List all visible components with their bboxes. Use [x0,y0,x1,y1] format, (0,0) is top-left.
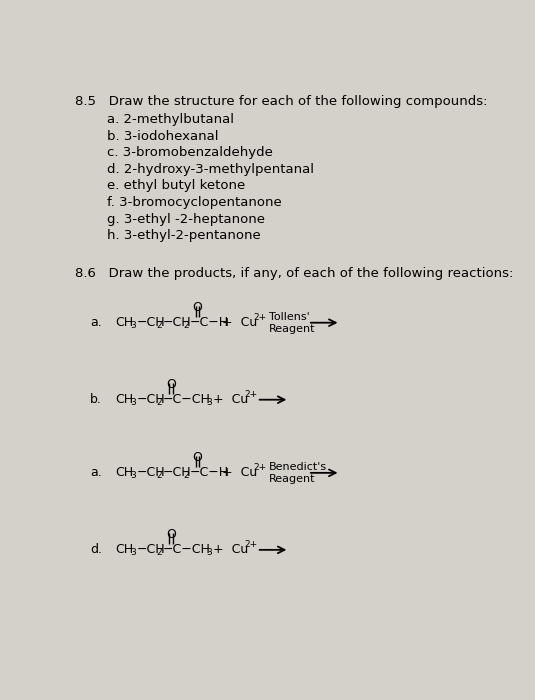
Text: −CH: −CH [136,393,165,406]
Text: −CH: −CH [163,316,192,329]
Text: O: O [192,301,202,314]
Text: −C−CH: −C−CH [163,543,211,556]
Text: 8.5   Draw the structure for each of the following compounds:: 8.5 Draw the structure for each of the f… [74,94,487,108]
Text: b. 3-iodohexanal: b. 3-iodohexanal [107,130,219,143]
Text: +  Cu: + Cu [222,466,257,480]
Text: Reagent: Reagent [269,324,316,334]
Text: 2: 2 [157,471,163,480]
Text: 2: 2 [157,398,163,407]
Text: a. 2-methylbutanal: a. 2-methylbutanal [107,113,234,126]
Text: 2: 2 [157,321,163,330]
Text: 2+: 2+ [244,390,257,399]
Text: 8.6   Draw the products, if any, of each of the following reactions:: 8.6 Draw the products, if any, of each o… [74,267,513,280]
Text: O: O [166,378,175,391]
Text: 2: 2 [183,321,189,330]
Text: −C−CH: −C−CH [163,393,211,406]
Text: 2+: 2+ [244,540,257,549]
Text: Benedict's: Benedict's [269,462,327,472]
Text: e. ethyl butyl ketone: e. ethyl butyl ketone [107,179,246,193]
Text: O: O [192,452,202,464]
Text: 2: 2 [183,471,189,480]
Text: −C−H: −C−H [189,466,228,480]
Text: Tollens': Tollens' [269,312,310,321]
Text: 3: 3 [131,471,136,480]
Text: 3: 3 [131,398,136,407]
Text: −C−H: −C−H [189,316,228,329]
Text: c. 3-bromobenzaldehyde: c. 3-bromobenzaldehyde [107,146,273,160]
Text: CH: CH [115,393,133,406]
Text: 3: 3 [131,548,136,557]
Text: f. 3-bromocyclopentanone: f. 3-bromocyclopentanone [107,196,282,209]
Text: +  Cu: + Cu [222,316,257,329]
Text: 2+: 2+ [253,313,266,322]
Text: CH: CH [115,466,133,480]
Text: 3: 3 [207,548,212,557]
Text: CH: CH [115,316,133,329]
Text: h. 3-ethyl-2-pentanone: h. 3-ethyl-2-pentanone [107,229,261,242]
Text: O: O [166,528,175,541]
Text: CH: CH [115,543,133,556]
Text: +  Cu: + Cu [213,393,249,406]
Text: b.: b. [90,393,102,406]
Text: d. 2-hydroxy-3-methylpentanal: d. 2-hydroxy-3-methylpentanal [107,163,314,176]
Text: 2+: 2+ [253,463,266,472]
Text: −CH: −CH [163,466,192,480]
Text: −CH: −CH [136,543,165,556]
Text: −CH: −CH [136,466,165,480]
Text: 3: 3 [207,398,212,407]
Text: a.: a. [90,466,102,480]
Text: a.: a. [90,316,102,329]
Text: d.: d. [90,543,102,556]
Text: g. 3-ethyl -2-heptanone: g. 3-ethyl -2-heptanone [107,213,265,225]
Text: −CH: −CH [136,316,165,329]
Text: Reagent: Reagent [269,474,316,484]
Text: 2: 2 [157,548,163,557]
Text: +  Cu: + Cu [213,543,249,556]
Text: 3: 3 [131,321,136,330]
